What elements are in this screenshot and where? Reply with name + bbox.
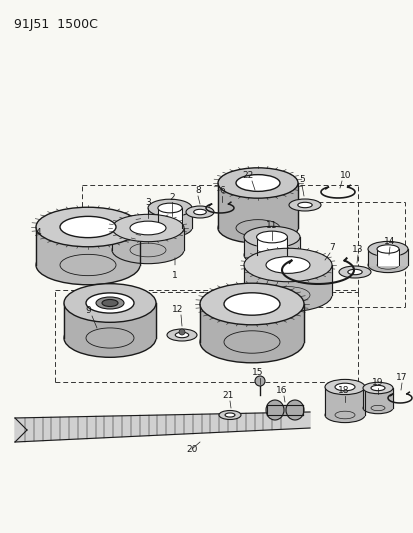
Text: 91J51  1500C: 91J51 1500C: [14, 18, 97, 31]
Ellipse shape: [370, 385, 384, 391]
Text: 22: 22: [242, 171, 253, 180]
Ellipse shape: [338, 266, 370, 278]
Ellipse shape: [288, 199, 320, 211]
Ellipse shape: [334, 383, 354, 391]
Ellipse shape: [218, 213, 297, 243]
Ellipse shape: [166, 329, 197, 341]
Ellipse shape: [285, 400, 303, 420]
Ellipse shape: [243, 227, 299, 248]
Ellipse shape: [223, 293, 279, 315]
Ellipse shape: [64, 284, 156, 322]
Ellipse shape: [60, 216, 116, 238]
Ellipse shape: [243, 278, 331, 312]
Ellipse shape: [376, 245, 398, 253]
Ellipse shape: [256, 231, 287, 243]
Text: 6: 6: [218, 186, 224, 195]
Ellipse shape: [193, 209, 206, 215]
Ellipse shape: [362, 382, 392, 394]
Ellipse shape: [102, 300, 118, 306]
Circle shape: [178, 329, 185, 335]
Polygon shape: [15, 412, 309, 442]
Circle shape: [254, 376, 264, 386]
Ellipse shape: [297, 203, 311, 208]
Text: 5: 5: [299, 175, 304, 184]
Text: 3: 3: [145, 198, 150, 207]
Text: 11: 11: [266, 221, 277, 230]
Text: 9: 9: [85, 306, 91, 315]
Ellipse shape: [36, 245, 140, 285]
Text: 1: 1: [172, 258, 178, 279]
Text: 21: 21: [222, 391, 233, 400]
Ellipse shape: [225, 413, 235, 417]
Text: 2: 2: [169, 193, 174, 202]
Text: 20: 20: [186, 445, 197, 454]
Ellipse shape: [36, 207, 140, 247]
Ellipse shape: [324, 407, 364, 423]
Ellipse shape: [199, 283, 303, 325]
Ellipse shape: [147, 219, 192, 237]
Ellipse shape: [266, 400, 283, 420]
Ellipse shape: [218, 410, 240, 419]
Ellipse shape: [185, 206, 214, 218]
Ellipse shape: [266, 257, 309, 273]
Text: 17: 17: [395, 373, 407, 382]
Ellipse shape: [367, 241, 407, 256]
Ellipse shape: [130, 221, 166, 235]
Ellipse shape: [235, 175, 279, 191]
Ellipse shape: [64, 319, 156, 357]
Ellipse shape: [218, 168, 297, 198]
Ellipse shape: [175, 332, 188, 338]
Ellipse shape: [243, 248, 331, 282]
Ellipse shape: [112, 214, 183, 241]
Ellipse shape: [157, 203, 182, 213]
Ellipse shape: [347, 269, 361, 274]
Ellipse shape: [136, 227, 154, 233]
Ellipse shape: [367, 257, 407, 272]
Text: 15: 15: [252, 368, 263, 377]
Text: 14: 14: [383, 237, 395, 246]
Text: 16: 16: [275, 386, 287, 395]
Ellipse shape: [324, 379, 364, 394]
Text: 7: 7: [328, 243, 334, 252]
Ellipse shape: [147, 199, 192, 217]
Ellipse shape: [86, 293, 134, 313]
Text: 10: 10: [339, 171, 351, 180]
Ellipse shape: [127, 223, 163, 237]
Text: 19: 19: [371, 378, 383, 387]
Text: 13: 13: [351, 245, 363, 254]
Ellipse shape: [112, 236, 183, 264]
Ellipse shape: [199, 321, 303, 363]
Text: 8: 8: [195, 186, 200, 195]
Text: 4: 4: [35, 228, 41, 243]
Ellipse shape: [243, 244, 299, 265]
Ellipse shape: [96, 297, 124, 309]
Text: 12: 12: [172, 305, 183, 314]
Text: 18: 18: [337, 386, 349, 395]
Ellipse shape: [362, 402, 392, 414]
